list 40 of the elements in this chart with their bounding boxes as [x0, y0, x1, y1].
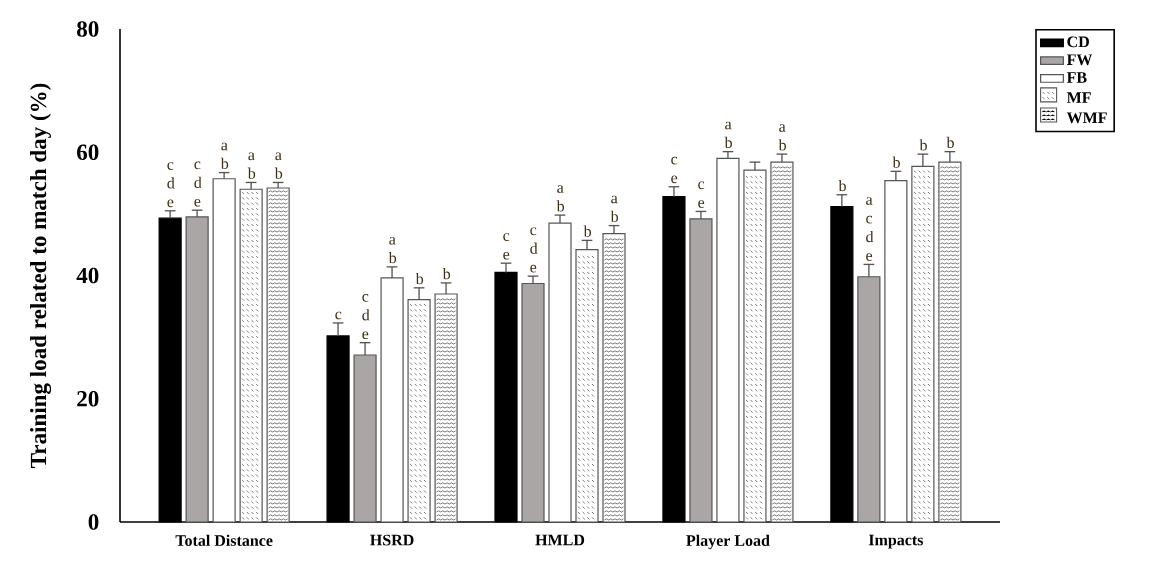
- data-label: c e: [671, 156, 678, 184]
- data-label: c d e: [362, 294, 370, 340]
- data-label: c e: [503, 233, 510, 260]
- data-label: b: [919, 139, 927, 151]
- data-label: c d e: [194, 161, 202, 207]
- data-label: b: [946, 136, 954, 149]
- legend-label: FB: [1066, 72, 1087, 83]
- y-axis-title: Training load related to match day (%): [30, 83, 52, 468]
- y-tick-label: 20: [77, 390, 99, 407]
- data-label: c d e: [167, 162, 175, 208]
- data-label: a b: [556, 185, 565, 212]
- y-tick-label: 60: [77, 144, 99, 161]
- data-label: a b: [220, 142, 229, 169]
- x-tick-label: Total Distance: [175, 534, 273, 546]
- data-label: b: [415, 272, 424, 285]
- data-label: a b: [388, 236, 397, 264]
- data-label: b: [442, 268, 451, 280]
- data-label: b: [838, 179, 846, 192]
- x-tick-label: HSRD: [370, 534, 414, 546]
- data-label: a b: [274, 152, 283, 179]
- legend-label: WMF: [1066, 112, 1107, 124]
- x-tick-label: Player Load: [686, 534, 770, 550]
- data-label: a c d e: [866, 197, 874, 261]
- data-label: a b: [778, 124, 786, 151]
- data-label: b: [892, 156, 900, 168]
- data-label: a b: [247, 152, 256, 179]
- y-tick-label: 0: [88, 514, 99, 530]
- x-tick-label: HMLD: [535, 534, 585, 546]
- legend-label: CD: [1067, 36, 1089, 48]
- legend-label: MF: [1066, 92, 1091, 103]
- data-label: b: [583, 225, 592, 237]
- y-tick-label: 80: [77, 21, 99, 37]
- y-tick-label: 40: [76, 267, 99, 284]
- x-tick-label: Impacts: [868, 534, 924, 549]
- data-label: c e: [698, 181, 705, 208]
- data-label: c d e: [530, 227, 538, 273]
- data-label: a b: [610, 195, 619, 222]
- legend-label: FW: [1066, 54, 1093, 66]
- data-label: a b: [724, 121, 732, 149]
- data-label: c: [335, 311, 342, 320]
